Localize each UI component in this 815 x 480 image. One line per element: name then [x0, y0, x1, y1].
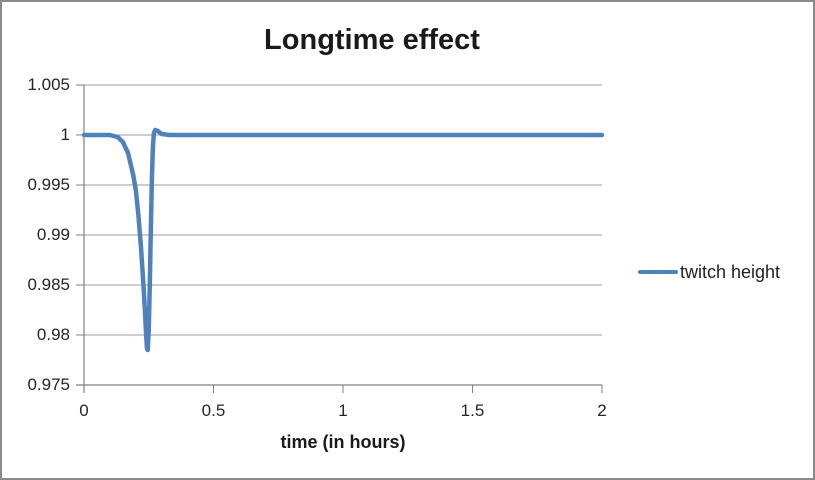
- y-tick-label: 1: [60, 125, 70, 144]
- data-series-line: [81, 127, 605, 353]
- x-tick-label: 2: [597, 401, 607, 420]
- y-tick-label: 0.98: [36, 325, 70, 344]
- y-tick-label: 0.99: [36, 225, 70, 244]
- legend-line-swatch: [638, 269, 678, 275]
- x-tick-label: 1: [338, 401, 348, 420]
- legend: twitch height: [638, 262, 780, 282]
- y-tick-label: 0.985: [27, 275, 70, 294]
- x-axis-title: time (in hours): [280, 432, 406, 452]
- y-tick-label: 0.995: [27, 175, 70, 194]
- y-tick-label: 1.005: [27, 75, 70, 94]
- x-tick-label: 0: [79, 401, 89, 420]
- chart-title: Longtime effect: [264, 24, 480, 56]
- legend-label: twitch height: [680, 261, 781, 282]
- x-tick-label: 1.5: [460, 401, 485, 420]
- x-tick-label: 0.5: [201, 401, 226, 420]
- y-tick-label: 0.975: [27, 375, 70, 394]
